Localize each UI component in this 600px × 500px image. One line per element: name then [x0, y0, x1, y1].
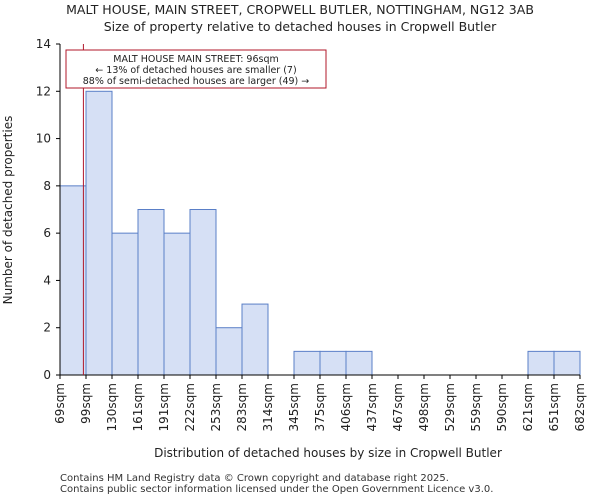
x-tick-label: 467sqm — [391, 383, 405, 431]
annotation-line: 88% of semi-detached houses are larger (… — [83, 76, 310, 87]
annotation-line: MALT HOUSE MAIN STREET: 96sqm — [113, 54, 279, 65]
chart-subtitle: Size of property relative to detached ho… — [103, 19, 497, 34]
footer-copyright: Contains HM Land Registry data © Crown c… — [60, 473, 449, 484]
x-tick-label: 651sqm — [547, 383, 561, 431]
x-tick-label: 682sqm — [573, 383, 587, 431]
x-tick-label: 283sqm — [235, 383, 249, 431]
histogram-bar — [163, 232, 191, 376]
x-tick-label: 590sqm — [495, 383, 509, 431]
x-tick-label: 437sqm — [365, 383, 379, 431]
x-tick-label: 191sqm — [157, 383, 171, 431]
x-tick-label: 69sqm — [53, 383, 67, 424]
x-tick-label: 498sqm — [417, 383, 431, 431]
x-axis-title: Distribution of detached houses by size … — [154, 446, 502, 460]
histogram-bar — [553, 350, 581, 376]
annotation-line: ← 13% of detached houses are smaller (7) — [95, 65, 296, 76]
x-tick-label: 621sqm — [521, 383, 535, 431]
y-tick-label: 10 — [36, 132, 51, 146]
y-axis-title: Number of detached properties — [1, 116, 15, 305]
histogram-bar — [293, 350, 321, 376]
x-tick-label: 406sqm — [339, 383, 353, 431]
annotation-box — [65, 49, 327, 89]
x-tick-label: 375sqm — [313, 383, 327, 431]
y-tick-label: 14 — [36, 37, 51, 51]
histogram-bar — [85, 90, 113, 376]
histogram-bar — [241, 303, 269, 376]
histogram-bar — [59, 185, 87, 376]
y-tick-label: 2 — [43, 321, 51, 335]
chart-title: MALT HOUSE, MAIN STREET, CROPWELL BUTLER… — [66, 2, 534, 17]
y-tick-label: 6 — [43, 226, 51, 240]
x-tick-label: 99sqm — [79, 383, 93, 424]
histogram-bar — [345, 350, 373, 376]
x-tick-label: 559sqm — [469, 383, 483, 431]
x-tick-label: 161sqm — [131, 383, 145, 431]
y-tick-label: 4 — [43, 273, 51, 287]
x-tick-label: 314sqm — [261, 383, 275, 431]
x-tick-label: 345sqm — [287, 383, 301, 431]
histogram-bar — [527, 350, 555, 376]
y-tick-label: 12 — [36, 84, 51, 98]
y-tick-label: 0 — [43, 368, 51, 382]
histogram-bar — [189, 209, 217, 376]
x-tick-label: 222sqm — [183, 383, 197, 431]
histogram-bar — [137, 209, 165, 376]
x-tick-label: 253sqm — [209, 383, 223, 431]
histogram-bar — [319, 350, 347, 376]
histogram-bar — [215, 327, 243, 376]
x-tick-label: 130sqm — [105, 383, 119, 431]
histogram-chart: 0 2 4 6 8 10 12 14 69sqm 99sqm 130sqm 161sqm 191sqm 2… — [1, 37, 587, 460]
y-tick-label: 8 — [43, 179, 51, 193]
x-tick-label: 529sqm — [443, 383, 457, 431]
footer-licence: Contains public sector information licen… — [60, 484, 494, 495]
histogram-bar — [111, 232, 139, 376]
